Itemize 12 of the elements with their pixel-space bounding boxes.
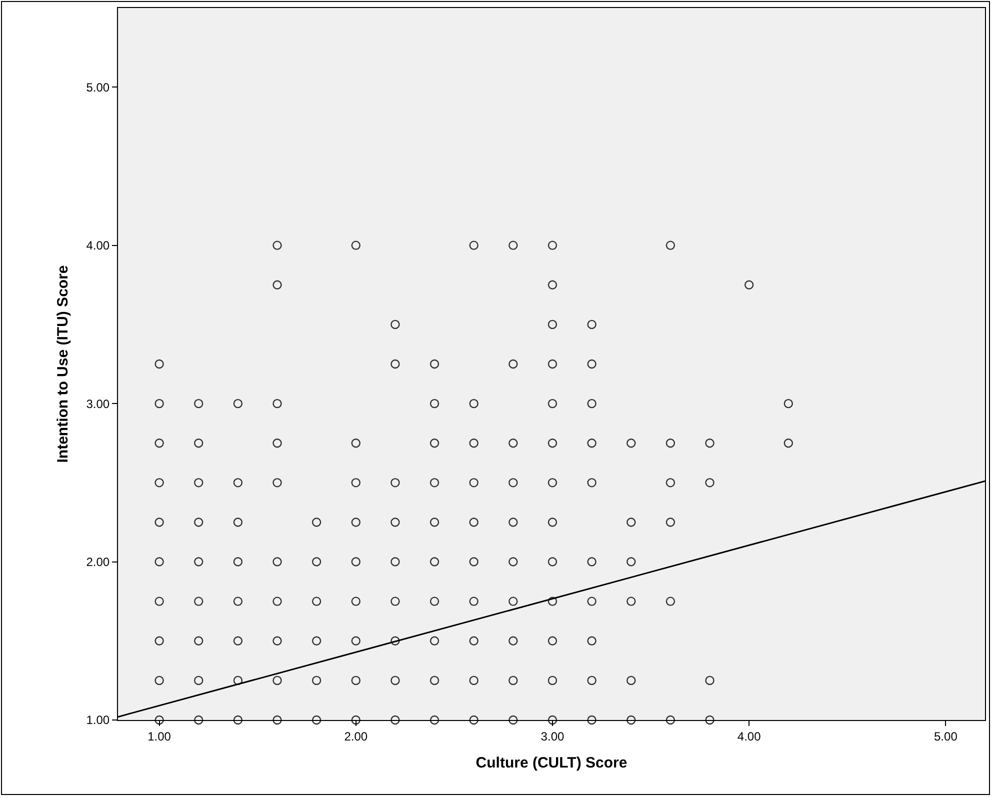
y-tick-label: 1.00 <box>86 713 110 728</box>
y-tick-label: 5.00 <box>86 80 110 94</box>
x-tick-label: 2.00 <box>344 729 368 744</box>
x-tick-label: 4.00 <box>737 729 762 744</box>
y-tick-label: 2.00 <box>86 554 110 569</box>
y-axis-title: Intention to Use (ITU) Score <box>54 265 72 463</box>
x-tick-label: 1.00 <box>148 729 172 744</box>
y-tick-label: 4.00 <box>86 238 110 253</box>
x-axis-title: Culture (CULT) Score <box>476 754 628 772</box>
x-tick-label: 5.00 <box>934 729 958 744</box>
y-tick-label: 3.00 <box>86 396 110 411</box>
x-tick-label: 3.00 <box>540 729 564 744</box>
